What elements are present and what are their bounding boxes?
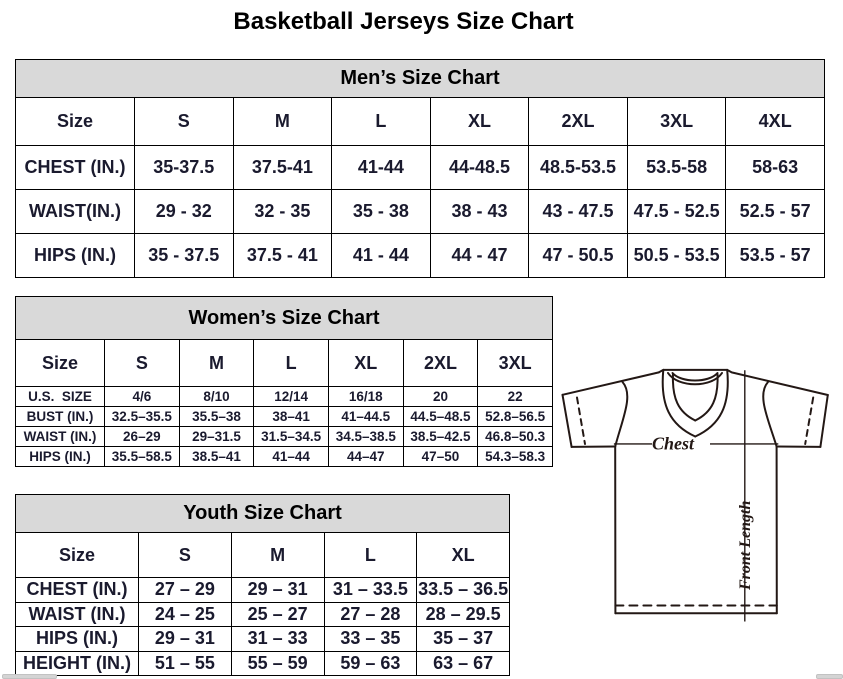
svg-text:Chest: Chest: [652, 434, 695, 454]
svg-text:Front Length: Front Length: [737, 501, 754, 591]
